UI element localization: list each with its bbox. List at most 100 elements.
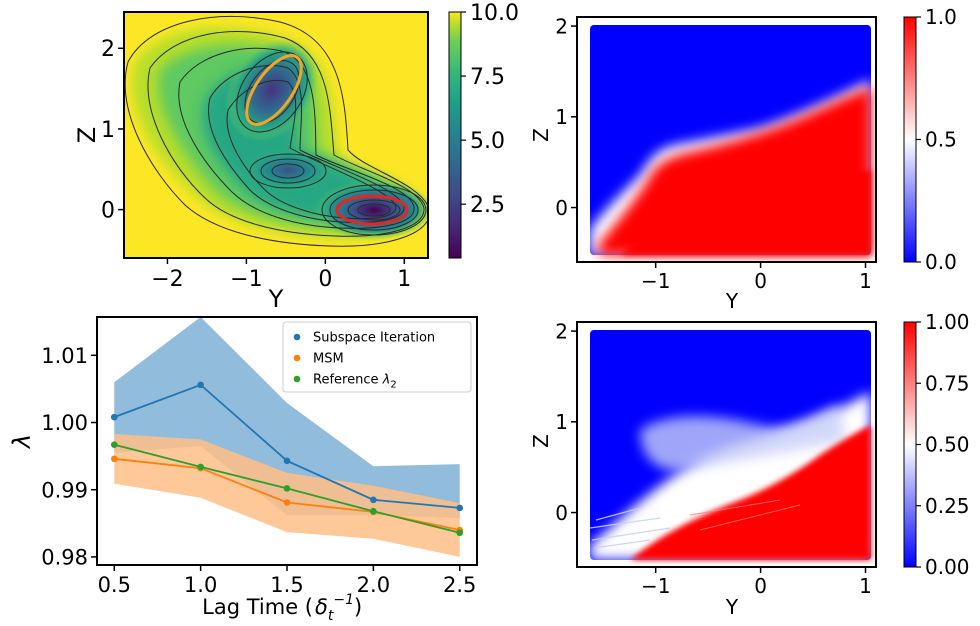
y-tick-label: 2 <box>101 37 115 62</box>
colorbar-tick-label: 2.5 <box>470 193 505 218</box>
colorbar-tick-label: 5.0 <box>470 129 505 154</box>
legend-label-text: Reference <box>313 373 383 388</box>
x-tick-label: −2 <box>151 267 183 292</box>
well-lower <box>314 180 428 240</box>
committor-red-region <box>630 425 871 560</box>
x-tick-label: 1 <box>397 267 411 292</box>
colorbar-tick-label: 0.0 <box>925 250 957 274</box>
y-tick-label: 2 <box>555 319 568 343</box>
y-tick-label: 0 <box>555 501 568 525</box>
heatmap-landscape <box>124 15 428 247</box>
series-point-2 <box>370 507 377 515</box>
legend-label: MSM <box>313 352 344 367</box>
x-tick-label: 0 <box>754 269 767 293</box>
x-tick-label: −1 <box>641 574 670 598</box>
axes-ticks: −1 0 1 0 1 2 <box>555 14 872 293</box>
axes-ticks: 0.5 1.0 1.5 2.0 2.5 0.98 0.99 1.00 1.01 <box>41 344 476 597</box>
x-axis-label: Y <box>268 285 284 313</box>
series-point-0 <box>456 504 464 512</box>
axes-ticks: −2 −1 0 1 0 1 2 <box>101 37 411 292</box>
legend-label-text: Subspace Iteration <box>313 331 435 346</box>
x-axis-label: Y <box>725 289 739 313</box>
y-tick-label: 1 <box>101 118 115 143</box>
highlight-set-lower <box>335 194 409 226</box>
x-tick-label: 1 <box>859 574 872 598</box>
series-point-0 <box>197 381 204 389</box>
panel-bottom-right: −1 0 1 0 1 2 Y Z 0.00 0.25 0.50 0.75 1.00 <box>529 310 970 619</box>
highlight-set-upper <box>245 54 303 126</box>
committor-red-streaks <box>689 499 801 531</box>
panel-bottom-left: 0.5 1.0 1.5 2.0 2.5 0.98 0.99 1.00 1.01 Lag Time… <box>8 316 478 624</box>
legend-label-text: MSM <box>313 352 344 367</box>
well-middle <box>240 148 336 192</box>
colorbar-tick-label: 1.00 <box>925 310 970 334</box>
committor-map <box>589 330 871 560</box>
legend-box <box>282 321 472 393</box>
x-tick-label: 1 <box>859 269 872 293</box>
series-point-0 <box>110 413 118 421</box>
x-tick-label: 2.5 <box>443 573 476 597</box>
y-tick-label: 0 <box>555 196 568 220</box>
axes-frame <box>123 11 429 259</box>
y-tick-label: 2 <box>555 14 568 38</box>
colorbar-ticks: 2.5 5.0 7.5 10.0 <box>461 1 519 218</box>
y-tick-label: 1 <box>555 410 568 434</box>
axes-frame <box>576 321 877 568</box>
y-axis-label: Z <box>529 434 553 448</box>
y-tick-label: 1.01 <box>41 344 88 368</box>
contour-lines <box>124 15 428 247</box>
x-axis-label: Lag Time ( <box>202 595 313 619</box>
series-point-0 <box>370 496 377 504</box>
legend-marker <box>293 354 301 362</box>
series-point-1 <box>110 455 118 463</box>
y-tick-label: 1 <box>555 105 568 129</box>
committor-red-core <box>620 170 871 255</box>
legend-marker <box>293 333 301 341</box>
series-point-1 <box>283 499 291 506</box>
colorbar-tick-label: 0.50 <box>925 433 970 457</box>
legend-label-math: λ <box>382 373 391 388</box>
colorbar-ticks: 0.0 0.5 1.0 <box>916 5 957 274</box>
y-axis-label: Z <box>73 127 101 143</box>
colorbar-tick-label: 0.5 <box>925 128 957 152</box>
y-axis-label: λ <box>8 434 36 450</box>
x-axis-label-math: δt−1) <box>315 592 362 624</box>
series-point-2 <box>456 529 464 537</box>
colorbar-tick-label: 0.75 <box>925 371 970 395</box>
series-point-2 <box>110 441 118 448</box>
legend-label: Subspace Iteration <box>313 331 435 346</box>
legend-marker <box>293 375 301 383</box>
x-tick-label: 0 <box>754 574 767 598</box>
y-tick-label: 0.99 <box>41 478 88 502</box>
y-axis-label: Z <box>529 128 553 142</box>
colorbar-tick-label: 0.25 <box>925 494 970 518</box>
series-point-2 <box>283 485 291 492</box>
colorbar-tick-label: 1.0 <box>925 5 957 29</box>
colorbar-ticks: 0.00 0.25 0.50 0.75 1.00 <box>916 310 970 579</box>
panel-top-right: −1 0 1 0 1 2 Y Z 0.0 0.5 1.0 <box>529 5 957 313</box>
committor-streaks <box>589 507 671 549</box>
legend-label-sub: 2 <box>390 380 396 391</box>
x-tick-label: 0.5 <box>98 573 131 597</box>
legend: Subspace Iteration MSM Reference λ2 <box>282 321 472 393</box>
line-plot <box>110 317 464 557</box>
x-tick-label: 0 <box>318 267 332 292</box>
x-tick-label: −1 <box>641 269 670 293</box>
x-tick-label: −1 <box>230 267 262 292</box>
colorbar <box>903 16 917 263</box>
colorbar-tick-label: 0.00 <box>925 555 970 579</box>
series-point-2 <box>197 463 204 471</box>
legend-label: Reference λ2 <box>313 373 397 391</box>
colorbar <box>903 321 917 568</box>
x-axis-label-sup: −1 <box>333 592 354 608</box>
x-axis-label-sub: t <box>328 608 334 624</box>
committor-noise-patch <box>640 405 845 471</box>
axes-ticks: −1 0 1 0 1 2 <box>555 319 872 598</box>
x-axis-label-delta: δ <box>315 595 328 619</box>
series-point-0 <box>283 457 291 465</box>
panel-top-left: −2 −1 0 1 0 1 2 Y Z 2.5 5.0 7.5 10.0 <box>73 1 519 313</box>
x-tick-label: 2.0 <box>357 573 390 597</box>
committor-map <box>590 25 871 255</box>
axes-frame <box>576 16 877 263</box>
